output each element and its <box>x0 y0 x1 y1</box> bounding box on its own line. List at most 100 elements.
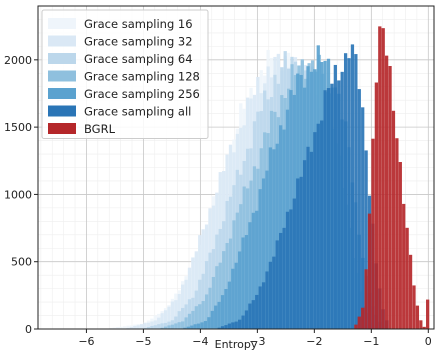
histogram-bar <box>364 269 368 329</box>
histogram-bar <box>126 325 130 329</box>
y-tick-label: 500 <box>11 256 32 269</box>
plot-frame <box>37 5 435 330</box>
series-6 <box>354 26 430 330</box>
legend-swatch <box>48 53 76 64</box>
histogram-bar <box>157 324 161 329</box>
legend-box <box>41 9 209 139</box>
histogram-bar <box>251 300 255 329</box>
axis-ticks: −6 −5 −4 −3 −2 −1 0 0 500 1000 1500 2000 <box>4 54 432 348</box>
histogram-bar <box>258 189 262 329</box>
histogram-bar <box>187 313 192 329</box>
histogram-bar <box>285 211 290 329</box>
histogram-bar <box>241 237 245 329</box>
histogram-bar <box>174 300 178 329</box>
x-tick-label: −4 <box>192 335 208 348</box>
legend: Grace sampling 16 Grace sampling 32 Grace … <box>41 9 209 139</box>
histogram-bar <box>251 212 255 329</box>
histogram-bar <box>177 322 181 329</box>
histogram-bar <box>150 321 154 329</box>
histogram-bar <box>174 323 178 329</box>
histogram-bar <box>160 327 164 329</box>
histogram-bar <box>419 320 423 329</box>
histogram-bar <box>234 262 238 329</box>
histogram-bar <box>326 88 331 329</box>
histogram-bar <box>309 151 314 329</box>
histogram-bar <box>323 90 327 330</box>
legend-swatch <box>48 88 76 99</box>
histogram-bar <box>198 304 202 329</box>
legend-swatch <box>48 123 76 134</box>
histogram-bar <box>146 327 151 329</box>
legend-label: Grace sampling all <box>84 105 191 119</box>
histogram-bar <box>244 310 249 329</box>
histogram-bar <box>227 323 232 329</box>
histogram-bar <box>222 251 226 329</box>
histogram-bar <box>191 257 195 329</box>
histogram-bar <box>265 170 269 329</box>
histogram-bar <box>139 324 144 329</box>
histogram-bar <box>354 324 358 329</box>
histogram-bar <box>337 80 341 329</box>
histogram-bar <box>289 209 293 329</box>
x-tick-label: 0 <box>425 335 432 348</box>
histogram-bar <box>112 327 116 329</box>
legend-swatch <box>48 105 76 117</box>
histogram-bar <box>208 287 212 329</box>
histogram-bar <box>224 325 228 329</box>
histogram-bar <box>364 150 368 329</box>
histogram-bar <box>167 306 171 329</box>
histogram-bars <box>109 26 430 330</box>
histogram-bar <box>122 326 127 329</box>
histogram-bar <box>163 310 168 329</box>
x-tick-label: −2 <box>306 335 322 348</box>
x-tick-label: −1 <box>363 335 379 348</box>
histogram-bar <box>415 305 420 329</box>
histogram-bar <box>174 316 178 329</box>
histogram-bar <box>167 321 171 329</box>
histogram-bar <box>231 268 235 329</box>
histogram-bar <box>218 262 222 329</box>
histogram-bar <box>343 53 348 330</box>
histogram-bar <box>200 322 204 329</box>
histogram-bar <box>258 286 262 329</box>
histogram-bar <box>191 310 195 329</box>
histogram-bar <box>378 26 382 330</box>
legend-swatch <box>48 35 76 47</box>
histogram-bar <box>302 160 307 329</box>
histogram-bar <box>183 327 187 329</box>
histogram-bar <box>201 301 205 329</box>
y-tick-label: 2000 <box>4 54 32 67</box>
histogram-bar <box>292 198 296 329</box>
histogram-bar <box>268 147 273 329</box>
histogram-bar <box>184 317 188 329</box>
histogram-bar <box>398 162 402 329</box>
histogram-bar <box>150 325 154 329</box>
histogram-bar <box>224 288 228 329</box>
histogram-bar <box>186 326 190 329</box>
histogram-bar <box>371 138 375 329</box>
histogram-bar <box>163 326 168 329</box>
histogram-bar <box>220 326 225 329</box>
histogram-bar <box>313 132 317 329</box>
histogram-bar <box>220 295 225 329</box>
histogram-bar <box>248 303 252 329</box>
histogram-bar <box>214 305 218 329</box>
histogram-bar <box>299 176 303 329</box>
histogram-bar <box>211 276 216 329</box>
histogram-bar <box>207 317 211 329</box>
histogram-bar <box>215 266 219 329</box>
histogram-bar <box>217 327 221 329</box>
histogram-bar <box>255 294 259 329</box>
histogram-bar <box>237 251 242 329</box>
x-tick-label: −5 <box>135 335 151 348</box>
histogram-bar <box>350 44 355 330</box>
histogram-bar <box>241 315 245 329</box>
histogram-bar <box>272 256 276 329</box>
histogram-bar <box>143 323 147 329</box>
histogram-bar <box>268 261 273 329</box>
histogram-bar <box>402 203 406 329</box>
histogram-bar <box>231 322 235 329</box>
histogram-bar <box>234 321 238 329</box>
histogram-bar <box>316 123 320 329</box>
